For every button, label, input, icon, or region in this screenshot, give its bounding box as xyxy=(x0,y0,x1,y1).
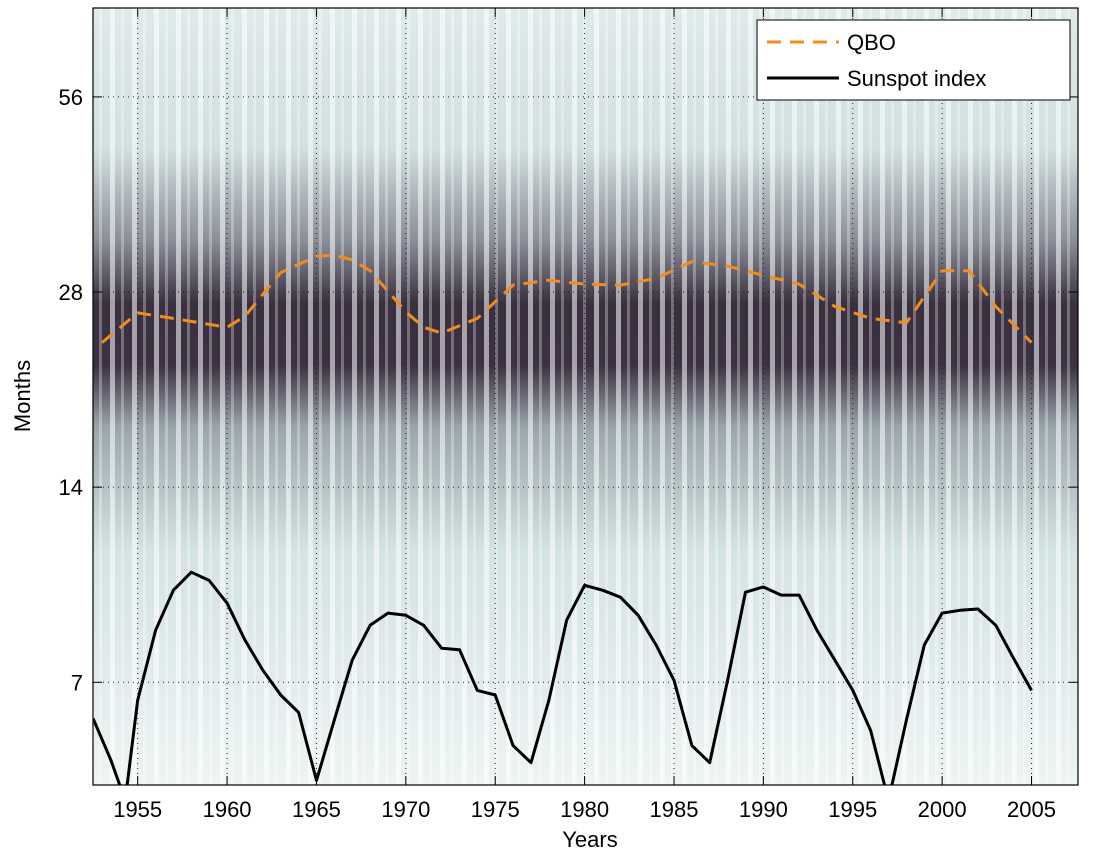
legend-box xyxy=(756,19,1071,101)
x-tick-label: 1985 xyxy=(650,797,699,822)
x-tick-label: 1960 xyxy=(203,797,252,822)
x-tick-label: 1990 xyxy=(739,797,788,822)
y-axis-label: Months xyxy=(10,360,35,432)
x-tick-label: 1975 xyxy=(471,797,520,822)
legend-label: QBO xyxy=(847,30,896,55)
legend-label: Sunspot index xyxy=(847,66,986,91)
x-tick-label: 1980 xyxy=(560,797,609,822)
lines xyxy=(93,253,1033,785)
line-series xyxy=(100,253,1033,344)
line-series xyxy=(93,570,1033,785)
x-tick-label: 1995 xyxy=(828,797,877,822)
x-tick-label: 2000 xyxy=(918,797,967,822)
y-tick-label: 56 xyxy=(59,85,83,110)
plot-area xyxy=(93,8,1078,785)
x-axis-label: Years xyxy=(562,827,617,852)
y-tick-label: 7 xyxy=(71,670,83,695)
x-tick-label: 1965 xyxy=(292,797,341,822)
y-tick-label: 14 xyxy=(59,475,83,500)
scalogram-texture xyxy=(93,8,1078,785)
y-tick-label: 28 xyxy=(59,280,83,305)
x-tick-label: 1955 xyxy=(113,797,162,822)
axes-frame xyxy=(92,7,1079,786)
x-tick-label: 1970 xyxy=(381,797,430,822)
x-tick-label: 2005 xyxy=(1007,797,1056,822)
